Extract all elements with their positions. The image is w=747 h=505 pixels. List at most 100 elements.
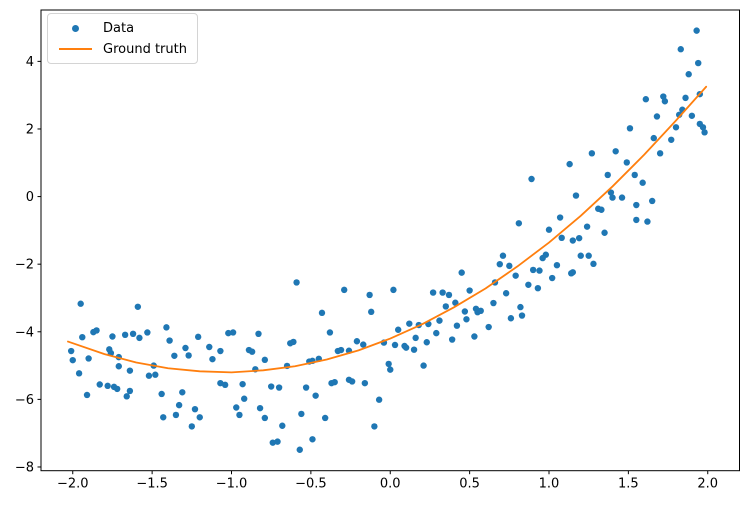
data-point (115, 363, 122, 370)
data-point (163, 324, 170, 331)
data-point (144, 329, 151, 336)
data-point (93, 327, 100, 334)
data-point (136, 334, 143, 342)
data-point (445, 291, 453, 299)
data-point (302, 384, 310, 391)
data-point (145, 372, 153, 379)
data-point (461, 308, 469, 315)
data-point (517, 303, 524, 311)
legend-label-data: Data (103, 20, 135, 36)
data-point (360, 341, 367, 348)
data-point (114, 385, 121, 393)
data-point (502, 290, 510, 297)
data-point (166, 337, 173, 344)
data-point (668, 136, 675, 143)
data-point (590, 260, 597, 268)
data-point (406, 320, 413, 327)
data-point (598, 206, 605, 213)
data-point (452, 299, 459, 306)
data-point (152, 371, 159, 378)
data-point (572, 192, 580, 199)
x-tick-label: −1.0 (216, 477, 248, 492)
x-tick-label: −1.5 (136, 477, 168, 492)
x-tick-label: −0.5 (295, 477, 327, 492)
data-point (296, 446, 303, 453)
data-point (179, 389, 186, 396)
data-point (77, 300, 84, 307)
data-point (553, 261, 561, 269)
data-point (631, 171, 638, 179)
data-point (528, 175, 535, 183)
data-point (566, 160, 573, 168)
data-point (269, 439, 276, 446)
data-point (261, 356, 269, 364)
data-point (290, 338, 297, 346)
data-point (261, 414, 269, 422)
y-tick-label: 2 (26, 122, 34, 137)
x-tick-label: 2.0 (697, 477, 718, 492)
data-point (129, 330, 137, 338)
data-point (121, 331, 129, 339)
data-point (371, 423, 378, 430)
ground-truth-curve (67, 85, 708, 374)
data-point (682, 94, 689, 102)
data-point (279, 422, 286, 429)
data-point (172, 411, 180, 419)
data-point (191, 405, 199, 413)
data-point (463, 316, 470, 323)
data-point (390, 286, 397, 294)
data-point (217, 347, 224, 355)
data-point (545, 226, 553, 233)
data-point (67, 347, 75, 355)
data-point (656, 150, 664, 157)
data-point (548, 274, 556, 282)
data-point (458, 269, 465, 276)
data-point (471, 333, 478, 340)
data-point (402, 344, 410, 351)
data-point (75, 370, 83, 377)
data-point (206, 343, 213, 351)
data-point (255, 330, 262, 338)
data-point (575, 234, 583, 242)
data-point (442, 303, 450, 310)
data-point (321, 414, 329, 422)
data-point (309, 436, 316, 443)
data-point (298, 410, 305, 418)
data-point (104, 382, 111, 390)
data-point (366, 291, 373, 299)
data-point (433, 329, 440, 337)
data-point (341, 286, 348, 294)
data-point (385, 360, 392, 368)
data-point (677, 46, 684, 53)
data-point (633, 201, 640, 209)
data-point (569, 237, 577, 244)
data-point (126, 387, 134, 395)
data-point (160, 414, 167, 421)
data-point (248, 348, 256, 355)
data-point (661, 98, 669, 105)
data-point (695, 59, 702, 67)
data-point (499, 252, 507, 259)
legend-item-ground-truth: Ground truth (57, 40, 187, 58)
data-point (556, 214, 564, 221)
axes-frame (40, 9, 740, 472)
data-point (83, 391, 91, 399)
data-point (109, 333, 116, 340)
data-point (623, 159, 630, 166)
data-point (331, 378, 338, 386)
data-point (318, 309, 326, 317)
data-point (391, 341, 399, 349)
data-point (375, 396, 383, 403)
data-point (221, 381, 229, 389)
x-tick-label: 0.5 (459, 477, 480, 492)
data-point (96, 381, 103, 388)
data-point (685, 71, 692, 78)
data-point (194, 333, 202, 341)
data-point (648, 197, 656, 205)
data-point (512, 272, 519, 279)
data-point (337, 346, 345, 354)
data-point (453, 322, 461, 329)
data-point (312, 392, 319, 399)
y-tick-label: −4 (15, 325, 34, 340)
